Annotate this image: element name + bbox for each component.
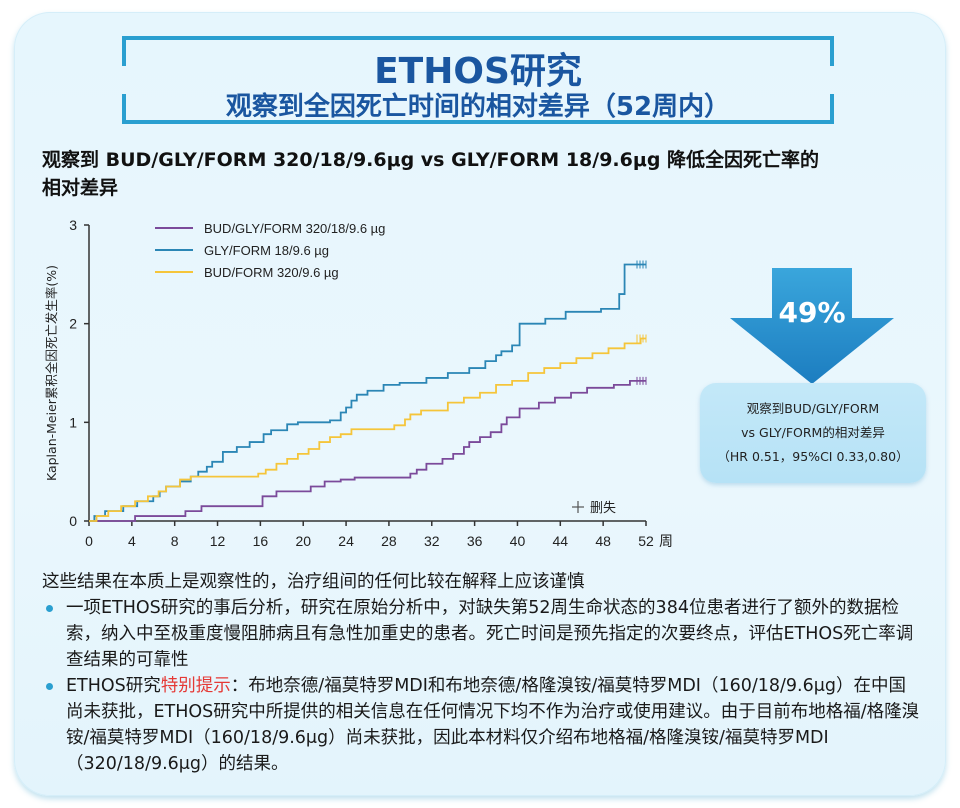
y-tick-label: 2 [69, 316, 77, 332]
x-tick-label: 4 [128, 533, 136, 549]
y-tick-label: 1 [69, 414, 77, 430]
y-tick-label: 0 [69, 513, 77, 529]
reduction-percent: 49% [778, 296, 846, 329]
km-curve [89, 337, 646, 522]
x-tick-label: 44 [553, 533, 569, 549]
note-item: ETHOS研究特别提示：布地奈德/福莫特罗MDI和布地奈德/格隆溴铵/福莫特罗M… [42, 673, 922, 777]
notes-section: 这些结果在本质上是观察性的，治疗组间的任何比较在解释上应该谨慎 一项ETHOS研… [42, 569, 922, 777]
notes-lead: 这些结果在本质上是观察性的，治疗组间的任何比较在解释上应该谨慎 [42, 572, 585, 592]
hr-line2: vs GLY/FORM的相对差异 [741, 425, 885, 440]
x-tick-label: 12 [210, 533, 226, 549]
censor-legend-label: 删失 [590, 501, 616, 516]
notes-list: 一项ETHOS研究的事后分析，研究在原始分析中，对缺失第52周生命状态的384位… [42, 595, 922, 777]
km-curve [89, 263, 646, 522]
note-prefix: ETHOS研究 [66, 676, 161, 696]
special-notice-highlight: 特别提示 [160, 676, 231, 696]
x-tick-label: 40 [510, 533, 526, 549]
x-tick-label: 32 [424, 533, 440, 549]
chart-heading-line1: 观察到 BUD/GLY/FORM 320/18/9.6μg vs GLY/FOR… [42, 149, 820, 171]
y-tick-label: 3 [69, 217, 77, 233]
bullet-icon [46, 605, 53, 612]
down-arrow-icon [730, 268, 894, 384]
km-curve [89, 379, 646, 522]
hr-line1: 观察到BUD/GLY/FORM [746, 401, 880, 416]
legend-label: BUD/GLY/FORM 320/18/9.6 µg [204, 221, 385, 236]
chart-heading-line2: 相对差异 [42, 177, 119, 199]
x-tick-label: 28 [381, 533, 397, 549]
legend-label: GLY/FORM 18/9.6 µg [204, 243, 329, 258]
x-tick-label: 48 [595, 533, 611, 549]
page-title: ETHOS研究 [374, 51, 582, 92]
legend-label: BUD/FORM 320/9.6 µg [204, 265, 339, 280]
x-tick-label: 52 [638, 533, 654, 549]
chart-heading: 观察到 BUD/GLY/FORM 320/18/9.6μg vs GLY/FOR… [42, 146, 922, 202]
y-axis-label: Kaplan-Meier累积全因死亡发生率(%) [44, 265, 59, 481]
x-tick-label: 20 [295, 533, 311, 549]
x-axis-label: 周 [659, 534, 673, 550]
hazard-ratio-box: 观察到BUD/GLY/FORM vs GLY/FORM的相对差异 （HR 0.5… [700, 383, 926, 483]
note-text: ：布地奈德/福莫特罗MDI和布地奈德/格隆溴铵/福莫特罗MDI（160/18/9… [66, 676, 920, 774]
note-item: 一项ETHOS研究的事后分析，研究在原始分析中，对缺失第52周生命状态的384位… [42, 595, 922, 673]
x-tick-label: 36 [467, 533, 483, 549]
x-tick-label: 8 [171, 533, 179, 549]
chart-series [89, 260, 647, 522]
x-tick-label: 0 [85, 533, 93, 549]
page-subtitle: 观察到全因死亡时间的相对差异（52周内） [225, 92, 731, 122]
x-tick-label: 16 [253, 533, 269, 549]
chart-legend: BUD/GLY/FORM 320/18/9.6 µg GLY/FORM 18/9.… [155, 221, 616, 516]
bullet-icon [46, 683, 53, 690]
hr-line3: （HR 0.51，95%CI 0.33,0.80） [717, 449, 909, 464]
title-frame: ETHOS研究 观察到全因死亡时间的相对差异（52周内） [122, 36, 834, 124]
x-tick-label: 24 [338, 533, 354, 549]
reduction-arrow: 49% [730, 268, 894, 384]
note-text: 一项ETHOS研究的事后分析，研究在原始分析中，对缺失第52周生命状态的384位… [66, 598, 914, 670]
